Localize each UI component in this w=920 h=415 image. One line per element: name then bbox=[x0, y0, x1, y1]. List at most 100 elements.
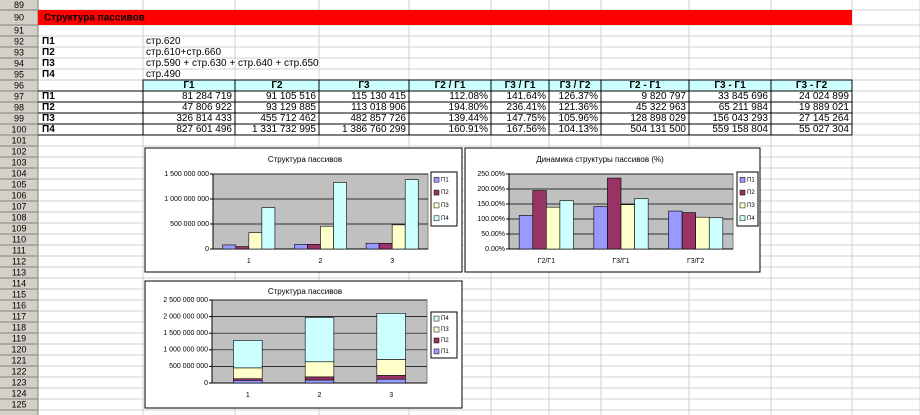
table-cell: 559 158 804 bbox=[712, 124, 768, 135]
bar bbox=[559, 200, 574, 250]
formula-label: П4 bbox=[42, 69, 55, 80]
table-cell: 115 130 415 bbox=[351, 91, 406, 102]
bar bbox=[294, 244, 308, 250]
row-number: 101 bbox=[11, 135, 26, 145]
title-band bbox=[38, 10, 852, 25]
table-cell: 827 601 496 bbox=[176, 124, 232, 135]
bar-segment bbox=[376, 375, 406, 380]
legend-label: П2 bbox=[747, 190, 755, 196]
formula-text: стр.620 bbox=[146, 36, 181, 47]
row-number: 121 bbox=[11, 355, 26, 365]
table-cell: 482 857 726 bbox=[350, 113, 406, 124]
bar bbox=[708, 217, 724, 250]
bar-segment bbox=[233, 367, 263, 380]
row-number: 113 bbox=[12, 267, 26, 277]
legend-label: П1 bbox=[441, 177, 449, 183]
row-label: П2 bbox=[42, 102, 55, 113]
row-number: 117 bbox=[12, 311, 26, 321]
bar-segment bbox=[233, 380, 263, 384]
bar bbox=[695, 216, 710, 250]
row-number: 94 bbox=[14, 58, 24, 68]
x-tick-label: Г3/Г2 bbox=[687, 258, 704, 265]
table-header: Г3 - Г1 bbox=[714, 80, 746, 91]
row-number: 109 bbox=[11, 223, 26, 233]
table-cell: 81 284 719 bbox=[182, 91, 232, 102]
x-tick-label: 3 bbox=[390, 258, 394, 265]
bar-segment bbox=[304, 361, 335, 378]
chart: Структура пассивов 0 500 000 000 1 000 000 … bbox=[144, 147, 463, 273]
formula-text: стр.490 bbox=[146, 69, 181, 80]
row-number: 90 bbox=[14, 12, 24, 22]
legend-label: П1 bbox=[441, 349, 449, 355]
y-tick-label: 2 500 000 000 bbox=[163, 297, 208, 304]
table-cell: 156 043 293 bbox=[712, 113, 768, 124]
row-number: 91 bbox=[14, 25, 24, 35]
legend-label: П4 bbox=[441, 316, 449, 322]
chart-title: Динамика структуры пассивов (%) bbox=[536, 155, 664, 164]
table-cell: 113 018 906 bbox=[351, 102, 406, 113]
y-tick-label: 150.00% bbox=[477, 201, 505, 208]
row-number: 98 bbox=[14, 102, 24, 112]
table-cell: 93 129 885 bbox=[266, 102, 316, 113]
table-header: Г3 / Г1 bbox=[505, 80, 536, 91]
bar-segment bbox=[304, 376, 335, 381]
row-number: 104 bbox=[11, 168, 26, 178]
y-tick-label: 0.00% bbox=[485, 246, 505, 253]
y-tick-label: 100.00% bbox=[477, 216, 505, 223]
table-header: Г3 / Г2 bbox=[560, 80, 591, 91]
legend-swatch bbox=[433, 348, 440, 355]
legend-label: П3 bbox=[441, 203, 449, 209]
row-number: 120 bbox=[11, 344, 26, 354]
chart: Динамика структуры пассивов (%) 0.00% 50.0… bbox=[464, 147, 761, 273]
table-header: Г2 bbox=[271, 80, 283, 91]
chart-title: Структура пассивов bbox=[268, 155, 342, 164]
row-number: 111 bbox=[12, 245, 26, 255]
table-cell: 33 845 696 bbox=[718, 91, 768, 102]
row-number: 95 bbox=[14, 69, 24, 79]
bar-segment bbox=[376, 359, 406, 376]
row-number: 116 bbox=[12, 300, 26, 310]
legend-label: П2 bbox=[441, 190, 449, 196]
table-cell: 194.80% bbox=[449, 102, 489, 113]
row-number: 110 bbox=[12, 234, 26, 244]
y-tick-label: 500 000 000 bbox=[170, 221, 209, 228]
bar bbox=[248, 232, 263, 250]
table-cell: 504 131 500 bbox=[630, 124, 686, 135]
legend-swatch bbox=[433, 176, 440, 183]
table-cell: 24 024 899 bbox=[799, 91, 849, 102]
formula-label: П1 bbox=[42, 36, 55, 47]
row-number: 99 bbox=[14, 113, 24, 123]
bar bbox=[593, 206, 608, 250]
formula-text: стр.610+стр.660 bbox=[146, 47, 221, 58]
legend-swatch bbox=[433, 202, 440, 209]
y-tick-label: 50.00% bbox=[481, 231, 505, 238]
row-number: 93 bbox=[14, 47, 24, 57]
bar bbox=[235, 246, 250, 250]
table-cell: 55 027 304 bbox=[799, 124, 849, 135]
table-header: Г2 / Г1 bbox=[435, 80, 466, 91]
y-tick-label: 0 bbox=[205, 246, 209, 253]
table-cell: 147.75% bbox=[507, 113, 547, 124]
bar-segment bbox=[376, 378, 406, 384]
table-cell: 1 331 732 995 bbox=[252, 124, 316, 135]
legend-swatch bbox=[433, 215, 440, 222]
table-cell: 167.56% bbox=[507, 124, 547, 135]
table-cell: 1 386 760 299 bbox=[342, 124, 406, 135]
row-number: 115 bbox=[12, 289, 26, 299]
bar-segment bbox=[233, 340, 263, 369]
table-cell: 236.41% bbox=[507, 102, 547, 113]
row-number: 96 bbox=[14, 80, 24, 90]
row-number: 92 bbox=[14, 36, 24, 46]
legend-swatch bbox=[433, 326, 440, 333]
x-tick-label: 2 bbox=[318, 392, 322, 399]
table-cell: 27 145 264 bbox=[799, 113, 849, 124]
row-number: 89 bbox=[14, 0, 24, 10]
chart: Структура пассивов 0 500 000 000 1 000 000 … bbox=[144, 280, 463, 409]
sheet-title: Структура пассивов bbox=[44, 13, 145, 24]
bar bbox=[681, 212, 696, 250]
bar bbox=[668, 210, 683, 250]
table-cell: 105.96% bbox=[559, 113, 599, 124]
legend-label: П4 bbox=[747, 216, 755, 222]
legend-swatch bbox=[739, 176, 746, 183]
row-number: 123 bbox=[11, 377, 26, 387]
